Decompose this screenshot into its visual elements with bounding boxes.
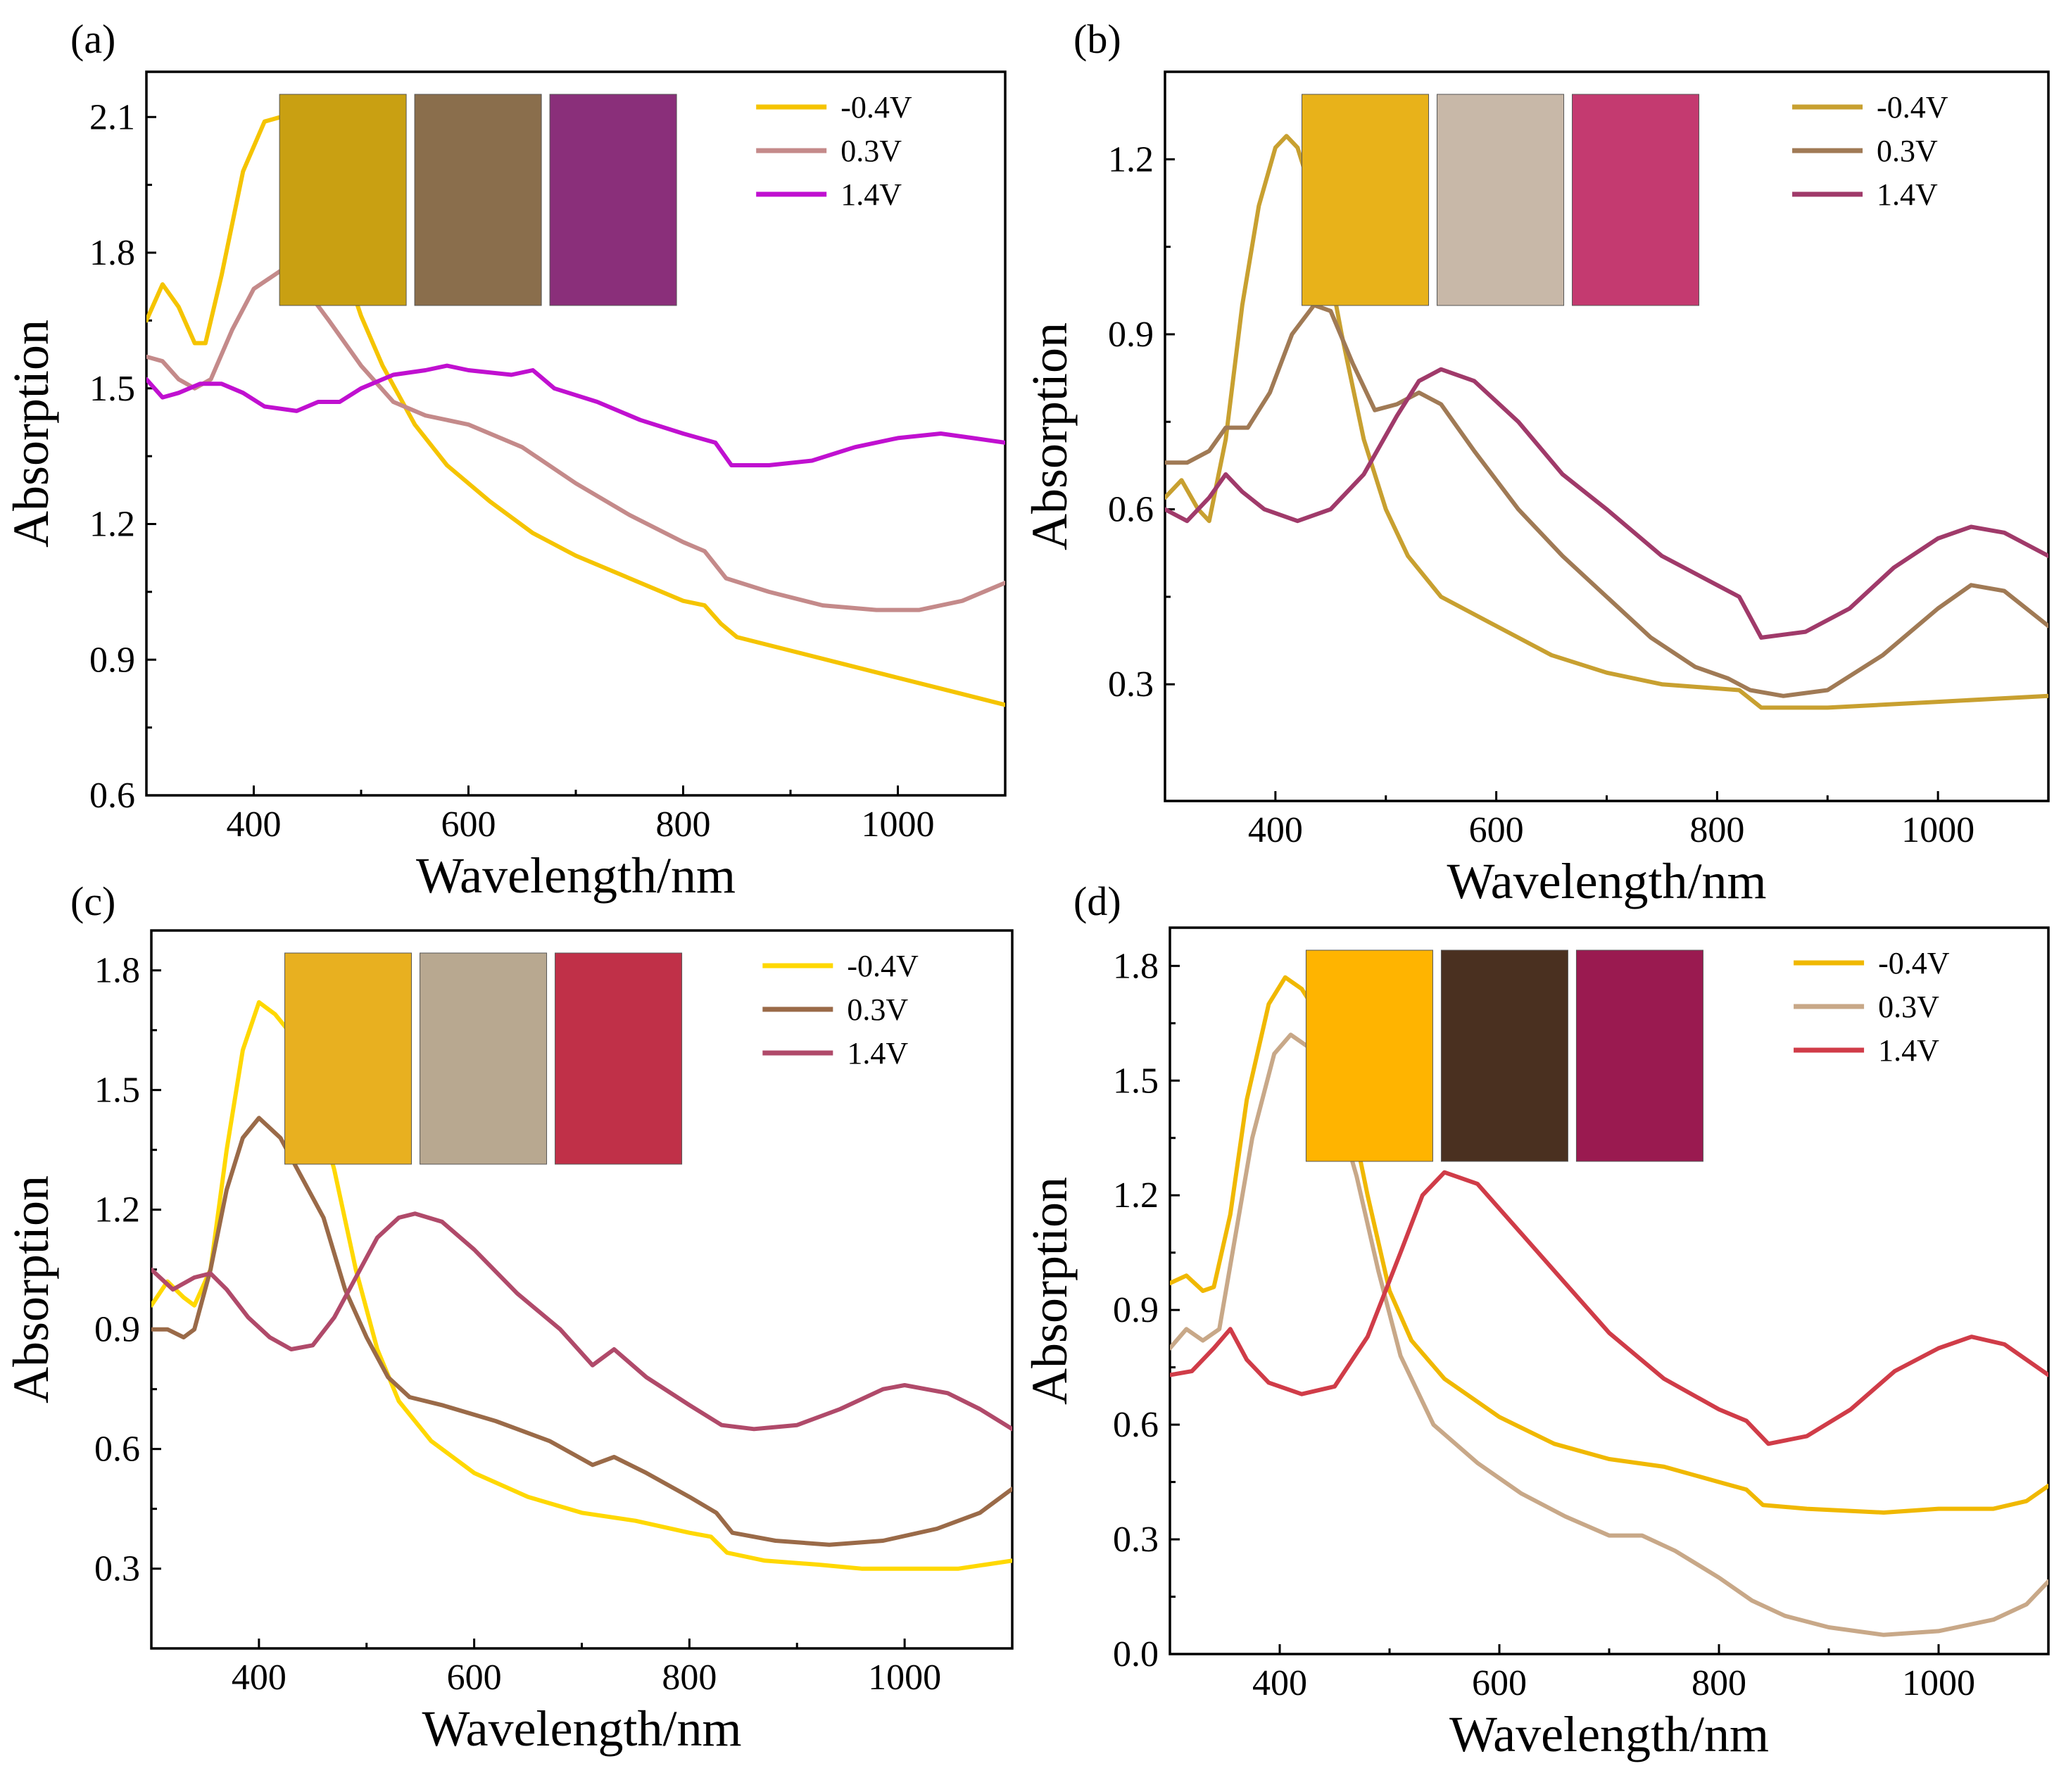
sample-swatch: [420, 952, 548, 1165]
y-tick-label: 1.8: [94, 951, 140, 991]
y-tick-label: 1.2: [94, 1190, 140, 1230]
x-tick-label: 800: [1692, 1663, 1746, 1703]
legend-label: 0.3V: [847, 992, 908, 1027]
legend-label: 1.4V: [1877, 177, 1938, 212]
series-line--0.4V: [1170, 975, 2048, 1515]
panel-d: (d) 400 600 800 1000 0.0 0.3 0.6 0.9 1.2 1.5 1.8 Wav…: [1021, 878, 2050, 1762]
series-line-1.4V: [1170, 1170, 2048, 1446]
y-axis-title: Absorption: [1021, 322, 1078, 550]
x-axis-title: Wavelength/nm: [416, 847, 736, 904]
x-tick-label: 800: [662, 1658, 717, 1698]
series-line-1.4V: [1165, 367, 2048, 640]
series-line-1.4V: [146, 363, 1005, 467]
x-tick-label: 1000: [868, 1658, 941, 1698]
y-tick-label: 0.9: [94, 1310, 140, 1350]
y-tick-label: 1.2: [89, 505, 135, 545]
x-tick-label: 400: [1252, 1663, 1307, 1703]
legend-label: 1.4V: [847, 1036, 908, 1071]
y-tick-label: 0.9: [1113, 1290, 1159, 1330]
sample-swatch: [414, 94, 542, 306]
y-tick-label: 2.1: [89, 97, 135, 137]
legend-label: -0.4V: [1878, 946, 1950, 980]
x-tick-label: 1000: [1902, 1663, 1975, 1703]
sample-swatch: [279, 94, 407, 306]
y-tick-label: 0.3: [94, 1549, 140, 1589]
sample-swatch: [1572, 94, 1700, 306]
y-tick-label: 1.8: [1113, 946, 1159, 986]
series-line--0.4V: [1165, 134, 2048, 710]
x-tick-label: 1000: [1901, 810, 1974, 850]
y-tick-label: 0.3: [1113, 1520, 1159, 1560]
sample-swatch: [1302, 94, 1430, 306]
x-axis-title: Wavelength/nm: [1449, 1706, 1769, 1762]
x-tick-label: 600: [1472, 1663, 1527, 1703]
series-line-0.3V: [1170, 1033, 2048, 1637]
panel-c: (c) 400 600 800 1000 0.3 0.6 0.9 1.2 1.5 1.8 Wavele…: [3, 878, 1014, 1757]
panel-label: (a): [70, 16, 115, 62]
x-axis-title: Wavelength/nm: [422, 1700, 741, 1757]
x-tick-label: 600: [447, 1658, 502, 1698]
sample-swatch: [1440, 949, 1568, 1162]
legend-label: -0.4V: [1877, 90, 1948, 125]
y-tick-label: 1.2: [1108, 139, 1154, 179]
y-tick-label: 0.3: [1108, 664, 1154, 705]
y-tick-label: 1.2: [1113, 1175, 1159, 1216]
sample-swatch: [1437, 94, 1565, 306]
panel-label: (b): [1073, 16, 1121, 62]
y-tick-label: 1.8: [89, 233, 135, 273]
panel-label: (c): [70, 878, 115, 924]
legend-label: 0.3V: [1878, 990, 1939, 1024]
series-line--0.4V: [146, 115, 1005, 707]
x-axis-title: Wavelength/nm: [1447, 853, 1766, 909]
y-tick-label: 1.5: [1113, 1061, 1159, 1101]
x-tick-label: 600: [1469, 810, 1524, 850]
sample-swatch: [1575, 949, 1703, 1162]
x-tick-label: 400: [232, 1658, 286, 1698]
x-tick-label: 800: [1689, 810, 1744, 850]
x-tick-label: 400: [1248, 810, 1303, 850]
y-tick-label: 0.6: [1108, 490, 1154, 530]
y-tick-label: 0.9: [1108, 315, 1154, 355]
y-axis-title: Absorption: [1021, 1177, 1078, 1405]
panel-label: (d): [1073, 878, 1121, 924]
series-line-0.3V: [1165, 303, 2048, 698]
y-axis-title: Absorption: [3, 320, 59, 548]
x-tick-label: 600: [441, 804, 496, 845]
y-tick-label: 0.6: [94, 1430, 140, 1470]
legend-label: 0.3V: [1877, 134, 1938, 168]
y-tick-label: 1.5: [89, 369, 135, 409]
panel-a: (a) 400 600 800 1000 0.6 0.9 1.2 1.5 1.8 2.1 Wavele…: [3, 16, 1007, 904]
x-tick-label: 1000: [862, 804, 935, 845]
sample-swatch: [549, 94, 677, 306]
x-tick-label: 400: [227, 804, 282, 845]
sample-swatch: [1305, 949, 1433, 1162]
y-tick-label: 0.6: [89, 776, 135, 816]
series-line-0.3V: [146, 268, 1005, 612]
series-line-0.3V: [151, 1116, 1012, 1547]
sample-swatch: [284, 952, 412, 1165]
y-tick-label: 0.6: [1113, 1405, 1159, 1445]
sample-swatch: [555, 952, 683, 1165]
y-axis-title: Absorption: [3, 1175, 59, 1403]
legend-label: 1.4V: [1878, 1033, 1939, 1068]
y-tick-label: 1.5: [94, 1071, 140, 1111]
y-tick-label: 0.0: [1113, 1634, 1159, 1674]
panel-b: (b) 400 600 800 1000 0.3 0.6 0.9 1.2 Wavelength/n…: [1021, 16, 2050, 909]
legend-label: 1.4V: [840, 177, 902, 212]
legend-label: -0.4V: [847, 949, 919, 983]
legend-label: -0.4V: [840, 90, 912, 125]
y-tick-label: 0.9: [89, 640, 135, 680]
legend-label: 0.3V: [840, 134, 902, 168]
series-line--0.4V: [151, 1000, 1012, 1571]
series-line-1.4V: [151, 1211, 1012, 1432]
x-tick-label: 800: [656, 804, 711, 845]
